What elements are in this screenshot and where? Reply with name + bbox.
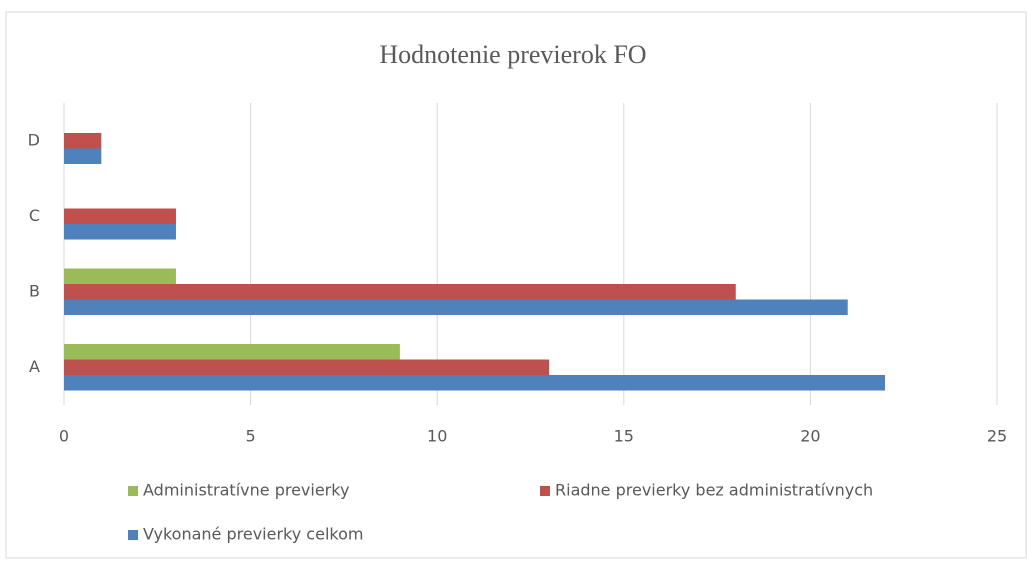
legend-label: Administratívne previerky <box>143 481 349 500</box>
bar <box>64 148 102 164</box>
x-tick-label: 20 <box>800 427 820 446</box>
y-tick-label: A <box>29 357 40 376</box>
bar <box>64 284 736 300</box>
legend-swatch <box>128 530 138 540</box>
chart-title: Hodnotenie previerok FO <box>379 40 646 69</box>
x-tick-label: 0 <box>59 427 69 446</box>
legend-label: Riadne previerky bez administratívnych <box>555 481 873 500</box>
x-tick-label: 10 <box>427 427 447 446</box>
bar <box>64 268 176 284</box>
x-tick-label: 15 <box>614 427 634 446</box>
y-tick-label: C <box>29 206 40 225</box>
bar <box>64 133 102 149</box>
legend-label: Vykonané previerky celkom <box>143 525 363 544</box>
y-tick-label: B <box>29 281 40 300</box>
bar <box>64 224 176 240</box>
bar <box>64 344 400 360</box>
legend-swatch <box>128 486 138 496</box>
legend-swatch <box>540 486 550 496</box>
bar <box>64 299 848 315</box>
bar <box>64 375 886 391</box>
bar <box>64 208 176 224</box>
x-tick-label: 25 <box>987 427 1007 446</box>
bar <box>64 359 550 375</box>
x-tick-label: 5 <box>246 427 256 446</box>
y-tick-label: D <box>28 130 40 149</box>
